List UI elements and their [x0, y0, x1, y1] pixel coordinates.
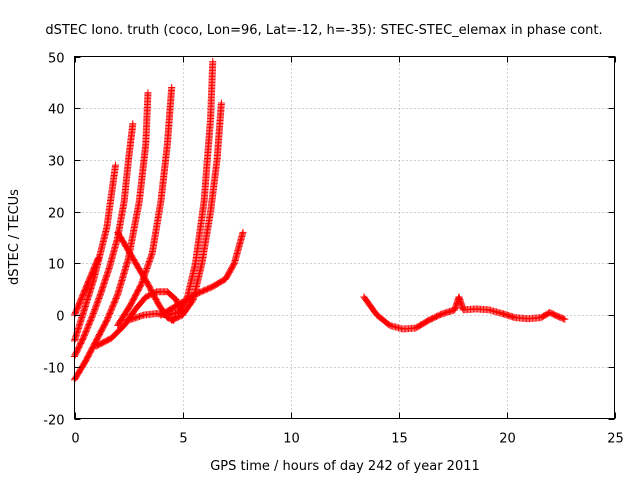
y-axis-label: dSTEC / TECUs	[7, 189, 22, 285]
series-7	[92, 288, 186, 350]
y-tick-label: -10	[43, 362, 64, 377]
data-point	[209, 58, 217, 66]
x-tick-label: 15	[391, 432, 408, 447]
data-point	[129, 120, 137, 128]
series-2	[71, 161, 120, 345]
y-tick-label: 30	[48, 155, 65, 170]
y-tick-label: 50	[48, 52, 65, 67]
series-11	[360, 293, 569, 333]
x-tick-label: 20	[499, 432, 516, 447]
data-points	[71, 58, 569, 384]
x-tick-label: 5	[179, 432, 187, 447]
data-point	[239, 228, 247, 236]
plot-frame	[74, 56, 615, 419]
series-5	[114, 84, 176, 329]
grid-lines	[74, 56, 615, 419]
y-tick-label: 0	[56, 310, 64, 325]
axis-ticks: 0 5 10 15 20 25 -20 -10 0 10 20 30 40 50	[43, 52, 624, 447]
chart-title: dSTEC Iono. truth (coco, Lon=96, Lat=-12…	[45, 23, 602, 38]
data-point	[217, 99, 225, 107]
data-point	[112, 161, 120, 169]
y-tick-label: 20	[48, 207, 65, 222]
x-axis-label: GPS time / hours of day 242 of year 2011	[210, 459, 480, 474]
series-9	[168, 99, 225, 324]
y-tick-label: 40	[48, 103, 65, 118]
x-tick-label: 10	[283, 432, 300, 447]
y-tick-label: -20	[43, 414, 64, 429]
series-3	[71, 120, 137, 360]
data-point	[168, 84, 176, 92]
data-point	[560, 315, 568, 323]
y-tick-label: 10	[48, 258, 65, 273]
x-tick-label: 25	[607, 432, 624, 447]
series-10	[157, 228, 247, 319]
data-point	[561, 315, 569, 323]
data-point	[144, 89, 152, 97]
x-tick-label: 0	[71, 432, 79, 447]
series-4	[71, 89, 152, 384]
